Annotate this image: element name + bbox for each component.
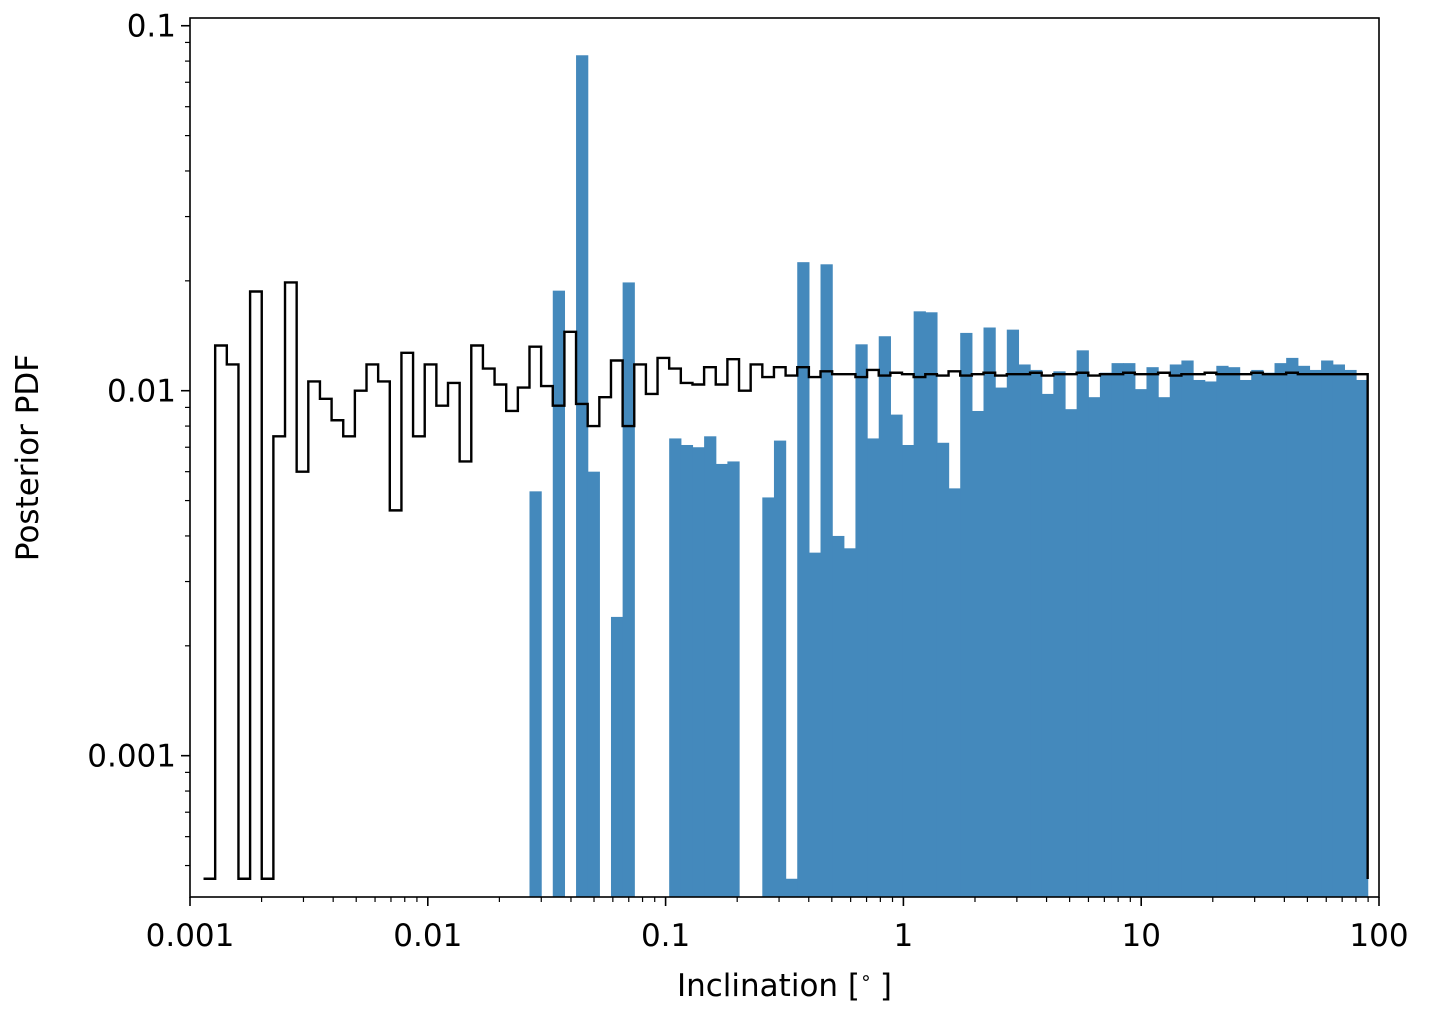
histogram-bar	[610, 616, 624, 897]
histogram-bar	[1041, 393, 1054, 897]
histogram-bar	[1227, 367, 1241, 897]
histogram-bar	[855, 344, 868, 897]
histogram-bar	[820, 264, 833, 897]
histogram-bar	[1169, 364, 1182, 898]
histogram-bar	[1239, 379, 1252, 898]
histogram-bar	[925, 312, 938, 897]
histogram-bar	[1262, 372, 1276, 897]
histogram-bar	[890, 414, 903, 897]
y-axis-ticks: 0.001 0.01 0.1	[87, 9, 190, 867]
histogram-bar	[971, 410, 985, 897]
histogram-bar	[587, 471, 600, 897]
histogram-bar	[808, 552, 822, 897]
histogram-bar	[552, 290, 566, 897]
histogram-bar	[576, 55, 589, 897]
x-tick-label: 10	[1121, 918, 1160, 954]
histogram-bar	[704, 436, 717, 897]
histogram-bar	[843, 548, 857, 897]
histogram-bar	[1006, 329, 1020, 897]
histogram-bar	[785, 878, 798, 897]
histogram-bar	[867, 438, 880, 897]
degree-symbol: ∘	[860, 967, 872, 989]
histogram-bars	[529, 55, 1369, 898]
histogram-bar	[1064, 409, 1078, 897]
histogram-bar	[1146, 367, 1159, 897]
histogram-bar	[983, 327, 996, 897]
histogram-bar	[1030, 369, 1043, 897]
histogram-bar	[1099, 372, 1113, 897]
x-tick-label: 0.1	[641, 918, 690, 954]
histogram-bar	[1286, 357, 1299, 897]
histogram-bar	[773, 440, 787, 897]
histogram-bar	[1053, 371, 1066, 898]
histogram-bar	[1018, 364, 1031, 898]
x-tick-label: 100	[1349, 918, 1408, 954]
histogram-bar	[727, 461, 740, 897]
histogram-bar	[762, 497, 775, 897]
x-axis-label: Inclination [∘]	[677, 967, 892, 1004]
histogram-bar	[669, 438, 682, 897]
x-tick-label: 1	[894, 918, 914, 954]
x-axis-ticks: 0.001 0.01 0.1 1 10 100	[146, 897, 1409, 954]
histogram-bar	[1321, 360, 1334, 897]
histogram-bar	[680, 444, 694, 897]
histogram-bar	[1193, 379, 1206, 898]
histogram-bar	[960, 332, 973, 897]
y-tick-label: 0.01	[107, 374, 176, 410]
histogram-bar	[1204, 381, 1217, 898]
histogram-bar	[1088, 397, 1101, 897]
histogram-bar	[622, 282, 635, 897]
histogram-bar	[936, 442, 950, 897]
histogram-bar	[1251, 369, 1264, 897]
histogram-bar	[913, 311, 926, 898]
histogram-bar	[878, 336, 891, 897]
histogram-bar	[1332, 364, 1345, 898]
histogram-bar	[1356, 379, 1369, 898]
histogram-bar	[1274, 363, 1287, 897]
y-tick-label: 0.1	[127, 9, 176, 45]
histogram-bar	[1344, 369, 1357, 897]
x-tick-label: 0.01	[393, 918, 462, 954]
histogram-bar	[1111, 363, 1124, 897]
histogram-bar	[1158, 397, 1171, 897]
x-tick-label: 0.001	[146, 918, 235, 954]
histogram-bar	[832, 535, 845, 897]
histogram-bar	[1076, 350, 1089, 898]
y-axis-label: Posterior PDF	[10, 354, 46, 561]
histogram-bar	[797, 262, 810, 897]
plot-frame	[189, 17, 1380, 898]
histogram-bar	[1309, 369, 1322, 897]
histogram-bar	[715, 463, 728, 897]
step-histogram-line	[203, 281, 1369, 880]
histogram-bar	[1297, 365, 1311, 897]
histogram-bar	[1181, 360, 1194, 897]
histogram-bar	[948, 488, 961, 897]
histogram-bar	[1134, 389, 1148, 897]
y-tick-label: 0.001	[87, 739, 176, 775]
histogram-bar	[995, 387, 1008, 897]
histogram-bar	[1216, 365, 1229, 897]
histogram-bar	[692, 447, 705, 897]
histogram-bar	[1123, 363, 1136, 897]
histogram-bar	[902, 444, 915, 897]
histogram-bar	[529, 491, 542, 897]
